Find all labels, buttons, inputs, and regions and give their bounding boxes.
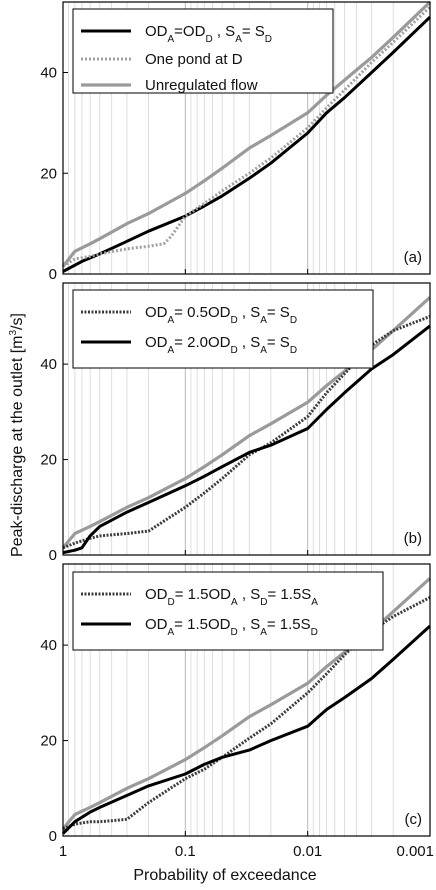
y-tick-label: 40 (40, 356, 57, 373)
x-tick-label: 0.001 (396, 843, 434, 860)
legend-label-part: = S (267, 334, 290, 351)
legend-label-subscript: A (260, 627, 267, 638)
legend-box (72, 571, 384, 651)
legend-label-subscript: A (260, 345, 267, 356)
y-tick-label: 0 (49, 266, 57, 283)
legend-label-subscript: D (311, 627, 318, 638)
legend-label-subscript: A (235, 34, 242, 45)
legend-label-part: = 1.5OD (174, 616, 230, 633)
y-tick-label: 40 (40, 637, 57, 654)
panel-label: (c) (405, 811, 423, 828)
legend-label-subscript: A (311, 597, 318, 608)
legend-label-part: = 1.5S (267, 586, 311, 603)
y-axis-title: Peak-discharge at the outlet [m3/s] (8, 313, 26, 557)
legend-label-subscript: D (230, 315, 237, 326)
legend-label-subscript: D (265, 34, 272, 45)
legend-label-subscript: D (168, 597, 175, 608)
legend-label-part: One pond at D (145, 51, 243, 68)
y-axis-title-superscript: 3 (8, 330, 19, 336)
legend-label-part: OD (145, 304, 168, 321)
legend-label-part: , S (238, 334, 261, 351)
y-tick-label: 40 (40, 65, 57, 82)
legend-label-part: OD (145, 23, 168, 40)
legend-label-subscript: D (230, 627, 237, 638)
legend-label-subscript: A (168, 315, 175, 326)
legend-label-part: = S (267, 304, 290, 321)
y-axis-title-group: Peak-discharge at the outlet [m3/s] (8, 313, 26, 557)
legend-label-part: OD (145, 586, 168, 603)
legend-label-subscript: D (260, 597, 267, 608)
legend-label-part: = 1.5S (267, 616, 311, 633)
y-tick-label: 0 (49, 547, 57, 564)
panel-label: (b) (404, 530, 422, 547)
series-line-black (62, 16, 432, 273)
x-axis-title: Probability of exceedance (133, 867, 316, 884)
legend-label-part: , S (213, 23, 236, 40)
legend-label: One pond at D (145, 51, 243, 68)
legend-label-subscript: A (168, 627, 175, 638)
legend-label: Unregulated flow (145, 77, 258, 94)
legend-box (72, 8, 334, 94)
y-axis-title-tail: /s] (9, 313, 26, 330)
legend-label-part: Unregulated flow (145, 77, 258, 94)
legend-label-subscript: D (290, 315, 297, 326)
legend-label-part: = 1.5OD (175, 586, 231, 603)
x-tick-label: 0.01 (293, 843, 322, 860)
legend-label-subscript: D (205, 34, 212, 45)
series-line-black (62, 324, 431, 555)
x-tick-label: 1 (59, 843, 67, 860)
y-tick-label: 20 (40, 452, 57, 469)
x-tick-label: 0.1 (175, 843, 196, 860)
legend-label-subscript: D (290, 345, 297, 356)
legend-label: ODD= 1.5ODA , SD= 1.5SA (145, 586, 318, 608)
legend-label-part: = 2.0OD (174, 334, 230, 351)
legend-label-part: =OD (174, 23, 205, 40)
legend-label-part: , S (238, 304, 261, 321)
legend-label: ODA= 1.5ODD , SA= 1.5SD (145, 616, 318, 638)
series-line-gray (61, 0, 432, 268)
legend-label-part: OD (145, 616, 168, 633)
legend-label: ODA= 2.0ODD , SA= SD (145, 334, 297, 356)
legend-label-subscript: A (231, 597, 238, 608)
y-tick-label: 0 (49, 828, 57, 845)
plot-frame (62, 282, 431, 556)
legend-label-subscript: A (168, 345, 175, 356)
y-tick-label: 20 (40, 165, 57, 182)
legend-label-subscript: A (260, 315, 267, 326)
plot-frame (62, 1, 431, 275)
legend-label-subscript: D (230, 345, 237, 356)
y-tick-label: 20 (40, 733, 57, 750)
plot-frame (62, 563, 431, 837)
legend-label-subscript: A (168, 34, 175, 45)
legend-label-part: = S (242, 23, 265, 40)
legend-label-part: = 0.5OD (174, 304, 230, 321)
series-line-black (61, 624, 432, 835)
legend-label-part: , S (238, 586, 261, 603)
legend-label: ODA= 0.5ODD , SA= SD (145, 304, 297, 326)
y-axis-title-main: Peak-discharge at the outlet [m (9, 336, 26, 557)
panel-label: (a) (404, 249, 422, 266)
legend-label-part: OD (145, 334, 168, 351)
series-line-dotted_dark (62, 596, 431, 831)
legend-box (72, 289, 374, 369)
legend-label: ODA=ODD , SA= SD (145, 23, 272, 45)
legend-label-part: , S (238, 616, 261, 633)
